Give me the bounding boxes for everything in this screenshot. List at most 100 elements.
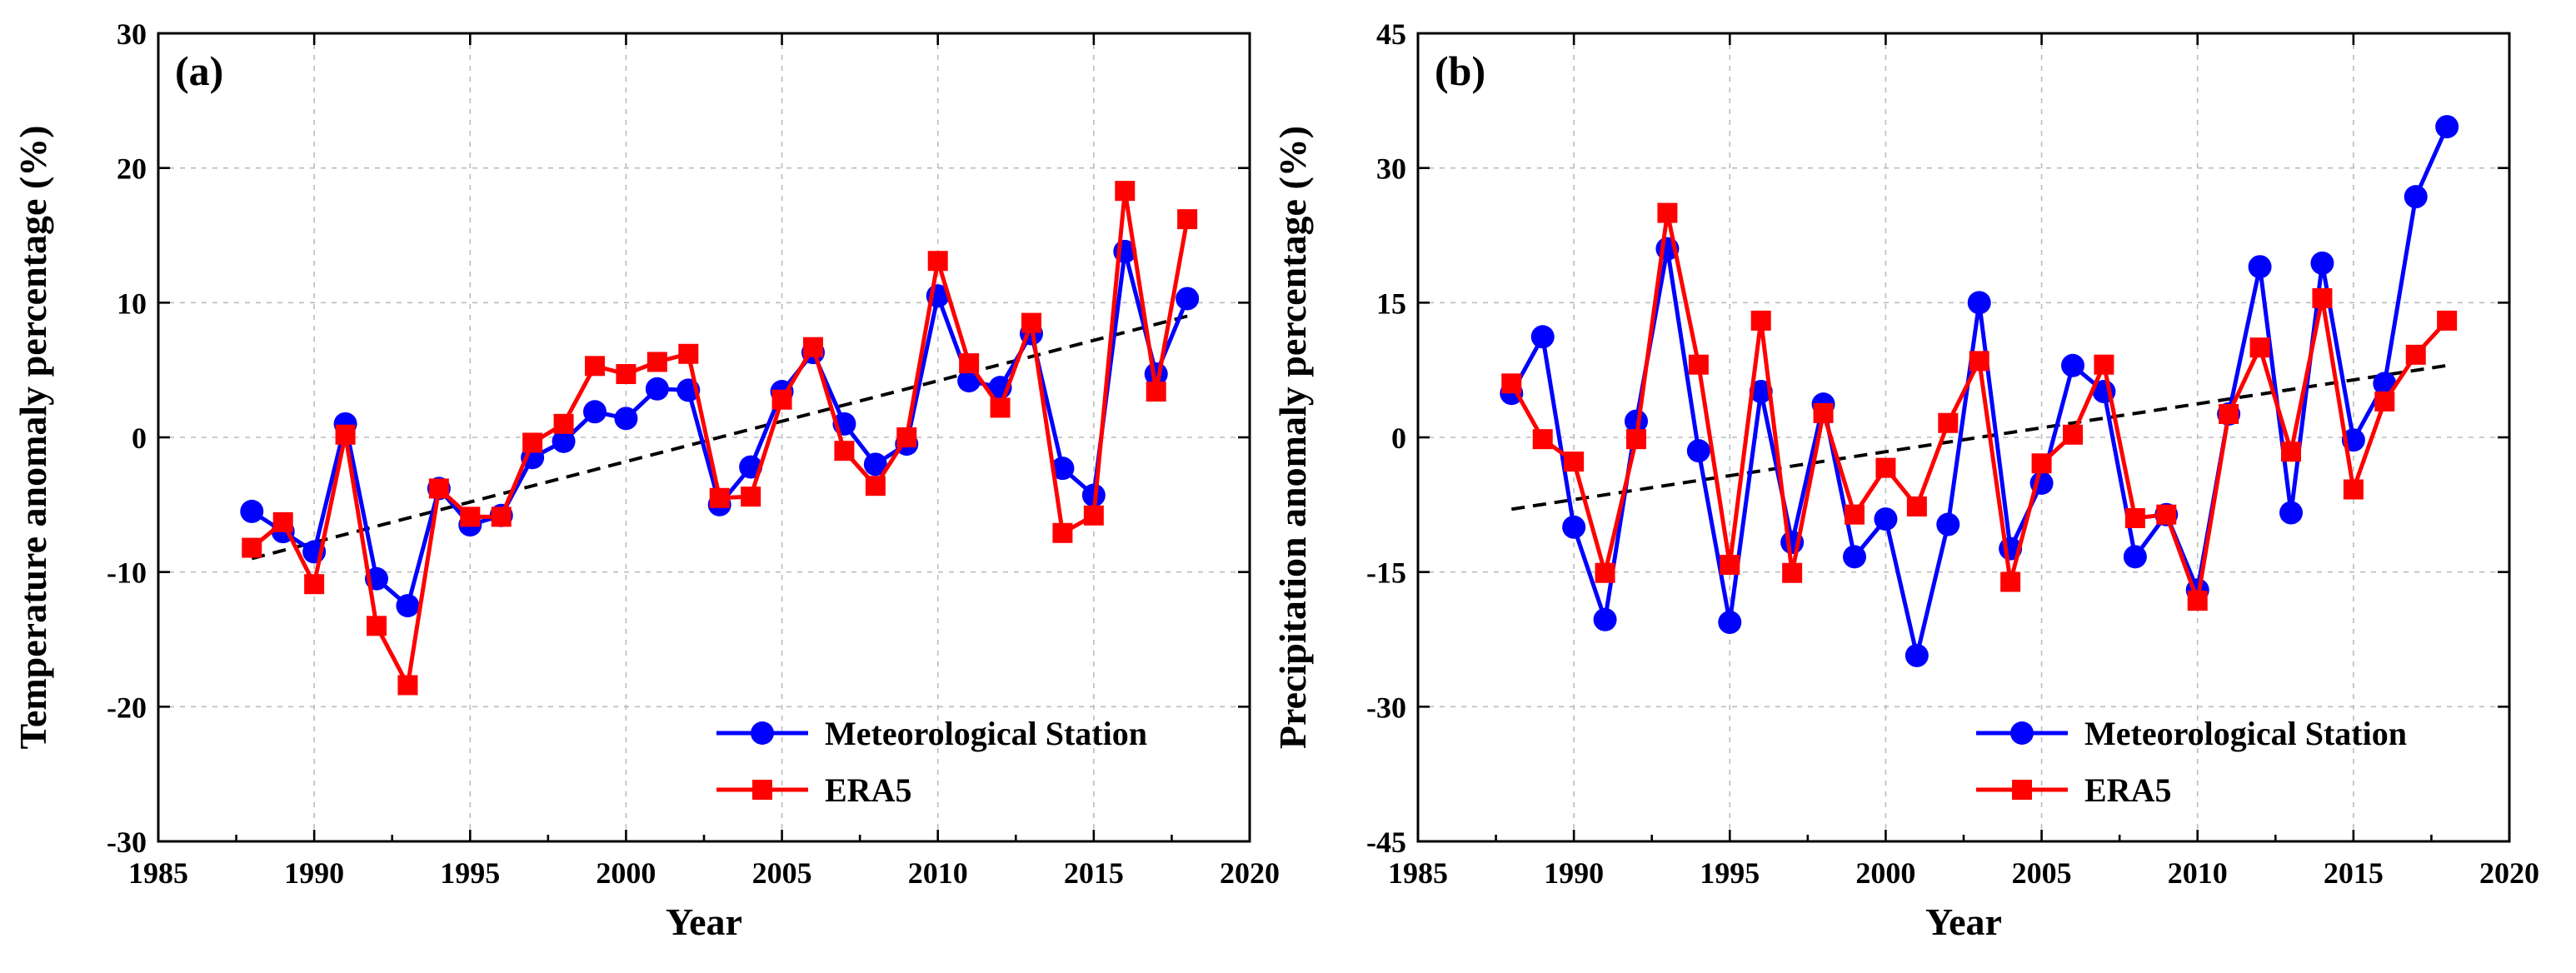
data-point-era5 [1532, 429, 1553, 450]
data-point-era5 [367, 616, 387, 636]
data-point-station [2123, 545, 2147, 569]
data-point-station [1051, 457, 1075, 481]
data-point-era5 [1688, 354, 1709, 375]
series-line-station [1510, 126, 2449, 658]
legend-entry-station: Meteorological Station [1976, 715, 2407, 752]
data-point-era5 [803, 337, 823, 357]
data-point-station [1718, 611, 1742, 635]
trend-line [251, 314, 1188, 561]
data-point-era5 [741, 486, 761, 507]
legend-label: Meteorological Station [2084, 715, 2407, 752]
data-point-era5 [2437, 310, 2458, 331]
x-tick-label: 1985 [128, 856, 188, 890]
data-point-era5 [1083, 505, 1104, 526]
data-point-era5 [1782, 562, 1803, 583]
data-point-era5 [834, 441, 855, 462]
data-point-station [1874, 507, 1898, 531]
x-tick-label: 1995 [440, 856, 500, 890]
x-tick-label: 1990 [284, 856, 344, 890]
data-point-era5 [397, 675, 418, 696]
data-point-era5 [2219, 403, 2239, 424]
plot-frame [1416, 32, 2511, 843]
data-point-era5 [1052, 522, 1073, 543]
trend-line [1510, 363, 2448, 511]
data-point-era5 [1595, 562, 1615, 583]
data-point-station [863, 452, 887, 477]
data-point-era5 [242, 537, 262, 558]
data-point-era5 [2000, 571, 2021, 592]
data-point-station [1593, 607, 1617, 631]
data-point-era5 [646, 352, 667, 372]
y-tick-label: -45 [1366, 826, 1406, 859]
x-tick-label: 2010 [908, 856, 968, 890]
legend-marker-circle [2010, 721, 2034, 745]
data-point-era5 [1875, 457, 1896, 478]
y-tick-label: 0 [132, 422, 147, 455]
data-point-era5 [616, 364, 637, 385]
y-tick-label: 30 [1376, 152, 1406, 186]
data-point-era5 [927, 251, 948, 272]
data-point-station [1936, 512, 1960, 536]
legend-label: Meteorological Station [825, 715, 1147, 752]
data-point-station [396, 594, 420, 618]
y-tick-label: 15 [1376, 287, 1406, 320]
data-point-era5 [1969, 351, 1989, 372]
data-point-station [1686, 439, 1710, 463]
x-tick-label: 2020 [2479, 856, 2539, 890]
data-point-station [2404, 185, 2428, 209]
data-point-station [1749, 380, 1773, 404]
data-point-era5 [1906, 496, 1927, 516]
data-point-station [645, 377, 669, 401]
data-point-era5 [553, 413, 574, 434]
y-axis-title: Precipitation anomaly percentage (%) [1271, 126, 1314, 749]
data-point-era5 [2187, 591, 2208, 611]
data-point-era5 [2094, 354, 2114, 375]
data-point-station [1530, 325, 1555, 349]
x-tick-label: 1995 [1700, 856, 1760, 890]
data-point-station [614, 407, 638, 431]
y-tick-label: 20 [117, 152, 147, 186]
data-point-era5 [865, 476, 886, 496]
data-point-era5 [1146, 382, 1166, 402]
x-tick-label: 2015 [1064, 856, 1124, 890]
x-tick-label: 2000 [1855, 856, 1915, 890]
data-point-era5 [335, 424, 356, 445]
legend-entry-era5: ERA5 [1976, 771, 2171, 809]
data-point-era5 [1115, 181, 1136, 202]
data-point-era5 [990, 397, 1011, 418]
legend-label: ERA5 [2084, 771, 2171, 809]
data-point-era5 [709, 487, 730, 508]
data-point-era5 [491, 506, 512, 527]
data-point-station [2435, 115, 2459, 139]
data-point-era5 [2374, 391, 2395, 412]
data-point-era5 [2281, 442, 2301, 462]
legend-marker-square [2012, 780, 2032, 800]
data-point-era5 [460, 506, 481, 527]
x-tick-label: 2005 [2012, 856, 2072, 890]
data-point-era5 [1501, 373, 1522, 394]
data-point-era5 [585, 356, 605, 377]
data-point-station [1967, 291, 1991, 315]
data-point-era5 [678, 343, 699, 364]
y-tick-label: 30 [117, 17, 147, 51]
data-point-station [1176, 287, 1200, 311]
panel-label: (a) [175, 47, 223, 94]
data-point-era5 [1177, 209, 1198, 230]
data-point-era5 [771, 389, 792, 410]
data-point-era5 [2312, 287, 2333, 308]
plot-frame [157, 32, 1251, 843]
data-point-station [2279, 501, 2303, 525]
y-tick-label: -20 [107, 691, 147, 724]
y-tick-label: 45 [1376, 17, 1406, 51]
data-point-era5 [1564, 452, 1585, 472]
x-axis-title: Year [666, 901, 742, 943]
y-axis-title: Temperature anomaly percentage (%) [12, 125, 54, 749]
x-tick-label: 2015 [2324, 856, 2384, 890]
panel-a: 1985 1990 1995 2000 2005 2010 2015 2020-30-20-1… [12, 17, 1280, 943]
data-point-era5 [272, 511, 293, 532]
data-point-era5 [2343, 479, 2364, 500]
x-tick-label: 1990 [1544, 856, 1604, 890]
data-point-station [1905, 643, 1929, 667]
data-point-era5 [304, 574, 325, 595]
